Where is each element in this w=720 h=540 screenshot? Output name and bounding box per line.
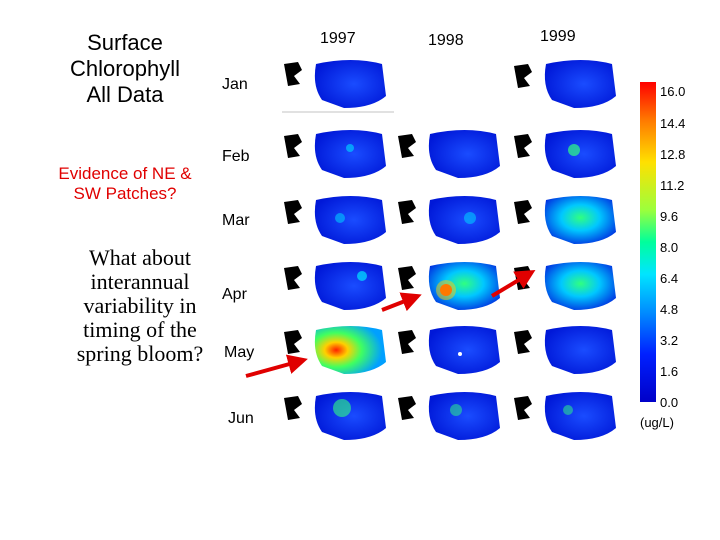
question-text: Evidence of NE & SW Patches? [58,164,192,203]
month-label-jan: Jan [222,76,248,93]
map-1998-feb [396,126,508,184]
colorbar-label: 14.4 [660,116,686,131]
month-label-jun: Jun [228,410,254,427]
map-1999-jun [512,388,624,446]
map-1997-jan [282,56,394,114]
arrow-icon [490,269,536,298]
colorbar-label: 3.2 [660,333,679,348]
map-1999-may [512,322,624,380]
colorbar-label: 8.0 [660,240,679,255]
month-label-apr: Apr [222,286,247,303]
prompt-text: What about interannual variability in ti… [76,245,204,366]
map-1999-mar [512,192,624,250]
month-label-mar: Mar [222,212,250,229]
map-1997-apr [282,258,394,316]
year-header-1998: 1998 [428,32,464,49]
map-1998-mar [396,192,508,250]
arrow-icon [245,354,308,378]
map-1998-jun [396,388,508,446]
year-header-1997: 1997 [320,30,356,47]
colorbar-label: 16.0 [660,84,686,99]
colorbar-unit: (ug/L) [640,415,674,430]
colorbar-label: 12.8 [660,147,686,162]
map-1997-feb [282,126,394,184]
month-label-may: May [224,344,255,361]
month-label-feb: Feb [222,148,250,165]
map-1999-feb [512,126,624,184]
colorbar-label: 11.2 [660,178,685,193]
colorbar-label: 9.6 [660,209,679,224]
arrow-icon [381,292,422,312]
colorbar [640,82,656,402]
map-1997-may [282,322,394,380]
slide-title: Surface Chlorophyll All Data [69,30,181,107]
colorbar-label: 0.0 [660,395,679,410]
colorbar-label: 1.6 [660,364,679,379]
map-1997-jun [282,388,394,446]
colorbar-label: 6.4 [660,271,679,286]
map-1998-may [396,322,508,380]
colorbar-label: 4.8 [660,302,679,317]
map-1999-jan [512,56,624,114]
map-1997-mar [282,192,394,250]
year-header-1999: 1999 [540,28,576,45]
coastline-icon [284,62,302,86]
